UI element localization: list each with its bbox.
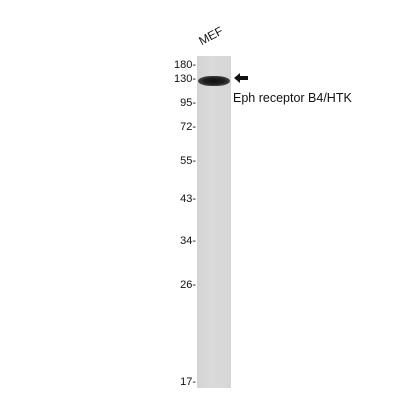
blot-lane [197,56,231,388]
marker-34: 34- [180,235,196,247]
protein-band [198,76,230,86]
sample-lane-label: MEF [196,23,226,48]
marker-43: 43- [180,193,196,205]
band-label: Eph receptor B4/HTK [233,91,352,105]
marker-180: 180- [173,59,196,71]
marker-55: 55- [180,155,196,167]
marker-130: 130- [173,73,196,85]
marker-72: 72- [180,121,196,133]
marker-95: 95- [180,97,196,109]
marker-17: 17- [180,376,196,388]
left-arrow-icon [234,73,248,83]
marker-26: 26- [180,279,196,291]
